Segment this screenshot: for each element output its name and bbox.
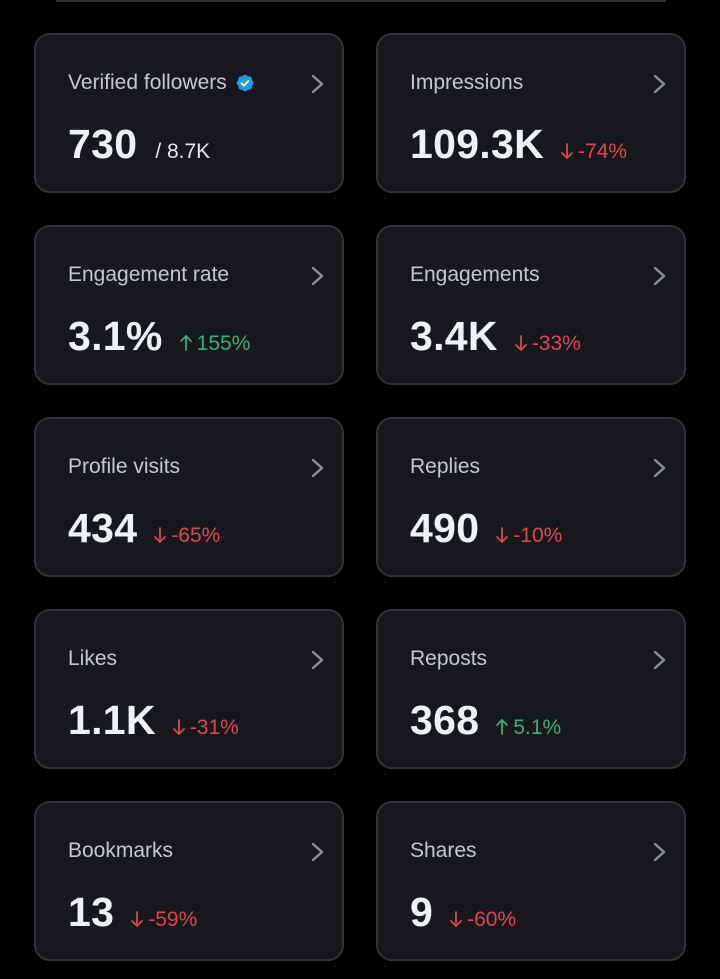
card-title-label: Verified followers bbox=[68, 71, 227, 94]
chevron-right-icon bbox=[311, 74, 324, 94]
chevron-right-icon bbox=[653, 650, 666, 670]
metric-delta-value: -65% bbox=[171, 524, 221, 547]
metric-value: 434 bbox=[68, 505, 138, 551]
card-title-label: Likes bbox=[68, 647, 118, 670]
metric-delta-value: -74% bbox=[578, 140, 628, 163]
top-divider bbox=[56, 0, 666, 2]
metric-value-row: 9 -60% bbox=[410, 889, 516, 936]
metric-value-row: 3.1% 155% bbox=[68, 313, 250, 360]
verified-badge-icon bbox=[236, 74, 254, 92]
card-title: Impressions bbox=[410, 71, 523, 95]
metric-delta: 5.1% bbox=[495, 716, 561, 740]
arrow-up-icon bbox=[496, 719, 509, 735]
metric-delta: 155% bbox=[179, 332, 251, 356]
card-title: Replies bbox=[410, 455, 480, 479]
metric-card-bookmarks[interactable]: Bookmarks 13 -59% bbox=[34, 801, 344, 961]
card-title-label: Engagements bbox=[410, 263, 540, 286]
metric-delta: -59% bbox=[130, 908, 197, 932]
metric-value-row: 1.1K -31% bbox=[68, 697, 239, 744]
metric-delta-value: -60% bbox=[467, 908, 517, 931]
metric-value: 109.3K bbox=[410, 121, 545, 167]
metric-card-engagement-rate[interactable]: Engagement rate 3.1% 155% bbox=[34, 225, 344, 385]
metric-value: 9 bbox=[410, 889, 434, 935]
metrics-grid: Verified followers 730 / 8.7K Impression… bbox=[34, 33, 686, 961]
metric-card-shares[interactable]: Shares 9 -60% bbox=[376, 801, 686, 961]
chevron-right-icon bbox=[311, 842, 324, 862]
metric-total: / 8.7K bbox=[155, 140, 211, 163]
metric-value: 3.4K bbox=[410, 313, 498, 359]
arrow-down-icon bbox=[450, 911, 463, 927]
metric-value-row: 3.4K -33% bbox=[410, 313, 581, 360]
card-title: Engagements bbox=[410, 263, 540, 287]
metric-delta: -65% bbox=[153, 524, 220, 548]
arrow-up-icon bbox=[179, 335, 192, 351]
metric-delta-value: -10% bbox=[513, 524, 563, 547]
metric-delta: -60% bbox=[449, 908, 516, 932]
metric-value-row: 490 -10% bbox=[410, 505, 562, 552]
card-title-label: Impressions bbox=[410, 71, 524, 94]
metric-value-row: 434 -65% bbox=[68, 505, 220, 552]
card-title-label: Profile visits bbox=[68, 455, 181, 478]
metric-card-verified-followers[interactable]: Verified followers 730 / 8.7K bbox=[34, 33, 344, 193]
metric-value-row: 730 / 8.7K bbox=[68, 121, 210, 168]
card-title: Likes bbox=[68, 647, 117, 671]
chevron-right-icon bbox=[653, 842, 666, 862]
metric-value: 490 bbox=[410, 505, 480, 551]
card-title-label: Engagement rate bbox=[68, 263, 230, 286]
metric-card-likes[interactable]: Likes 1.1K -31% bbox=[34, 609, 344, 769]
metric-delta-value: -31% bbox=[189, 716, 239, 739]
arrow-down-icon bbox=[131, 911, 144, 927]
arrow-down-icon bbox=[514, 335, 527, 351]
chevron-right-icon bbox=[653, 266, 666, 286]
card-title: Shares bbox=[410, 839, 477, 863]
chevron-right-icon bbox=[653, 458, 666, 478]
metric-delta-value: -33% bbox=[531, 332, 581, 355]
metric-value-row: 13 -59% bbox=[68, 889, 197, 936]
metric-delta: -74% bbox=[560, 140, 627, 164]
metric-delta-value: 155% bbox=[196, 332, 251, 355]
arrow-down-icon bbox=[172, 719, 185, 735]
card-title-label: Shares bbox=[410, 839, 477, 862]
metric-value: 730 bbox=[68, 121, 138, 167]
metric-delta: -33% bbox=[514, 332, 581, 356]
card-title: Engagement rate bbox=[68, 263, 229, 287]
card-title: Profile visits bbox=[68, 455, 180, 479]
metric-delta: -31% bbox=[172, 716, 239, 740]
metric-value: 13 bbox=[68, 889, 115, 935]
card-title: Verified followers bbox=[68, 71, 255, 95]
card-title: Reposts bbox=[410, 647, 487, 671]
metric-card-replies[interactable]: Replies 490 -10% bbox=[376, 417, 686, 577]
metric-card-impressions[interactable]: Impressions 109.3K -74% bbox=[376, 33, 686, 193]
metric-delta: -10% bbox=[495, 524, 562, 548]
metric-delta-value: -59% bbox=[148, 908, 198, 931]
metric-card-reposts[interactable]: Reposts 368 5.1% bbox=[376, 609, 686, 769]
card-title: Bookmarks bbox=[68, 839, 173, 863]
metric-delta-value: 5.1% bbox=[513, 716, 562, 739]
card-title-label: Bookmarks bbox=[68, 839, 174, 862]
chevron-right-icon bbox=[311, 266, 324, 286]
card-title-label: Reposts bbox=[410, 647, 488, 670]
arrow-down-icon bbox=[154, 527, 167, 543]
metric-value-row: 368 5.1% bbox=[410, 697, 561, 744]
chevron-right-icon bbox=[653, 74, 666, 94]
metric-value: 368 bbox=[410, 697, 480, 743]
metric-card-profile-visits[interactable]: Profile visits 434 -65% bbox=[34, 417, 344, 577]
arrow-down-icon bbox=[561, 143, 573, 159]
metric-value: 1.1K bbox=[68, 697, 156, 743]
chevron-right-icon bbox=[311, 458, 324, 478]
metric-card-engagements[interactable]: Engagements 3.4K -33% bbox=[376, 225, 686, 385]
metric-value: 3.1% bbox=[68, 313, 163, 359]
arrow-down-icon bbox=[496, 527, 509, 543]
card-title-label: Replies bbox=[410, 455, 481, 478]
metric-value-row: 109.3K -74% bbox=[410, 121, 627, 168]
chevron-right-icon bbox=[311, 650, 324, 670]
